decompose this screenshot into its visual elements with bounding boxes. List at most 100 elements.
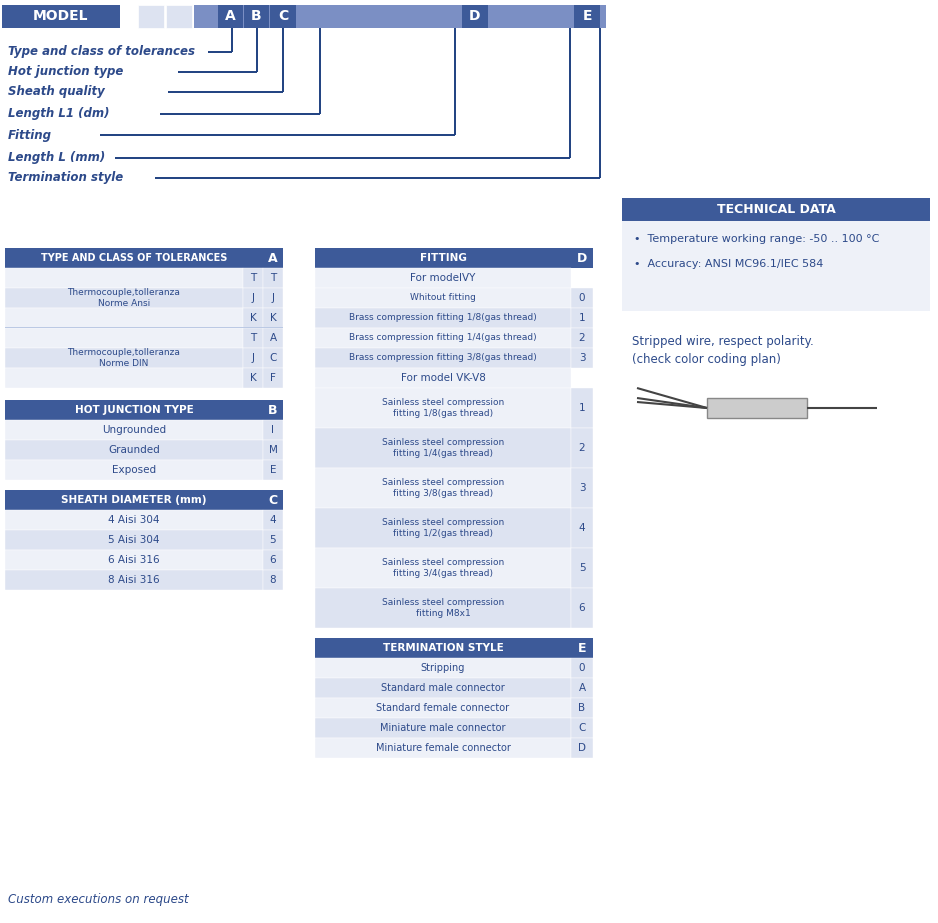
Bar: [263, 328, 283, 348]
Text: 1: 1: [579, 313, 585, 323]
Bar: [263, 490, 283, 510]
Text: For modelVY: For modelVY: [410, 273, 476, 283]
Text: C: C: [278, 9, 288, 23]
Text: 0: 0: [579, 663, 585, 673]
Text: 2: 2: [579, 443, 585, 453]
Text: Sainless steel compression
fitting M8x1: Sainless steel compression fitting M8x1: [382, 598, 504, 617]
Bar: [5, 328, 243, 348]
Text: 3: 3: [579, 353, 585, 363]
Text: Miniature male connector: Miniature male connector: [380, 723, 506, 733]
Text: Standard male connector: Standard male connector: [381, 683, 505, 693]
Text: C: C: [579, 723, 585, 733]
Text: Stripping: Stripping: [421, 663, 465, 673]
Bar: [5, 530, 263, 550]
Bar: [571, 428, 593, 468]
Bar: [571, 638, 593, 658]
Text: Fitting: Fitting: [8, 128, 52, 141]
Text: B: B: [250, 9, 262, 23]
Bar: [571, 388, 593, 428]
Text: Graunded: Graunded: [108, 445, 159, 455]
Bar: [315, 268, 571, 288]
Text: 4: 4: [270, 515, 277, 525]
Text: F: F: [270, 373, 276, 383]
Bar: [315, 308, 571, 328]
Text: 4: 4: [579, 523, 585, 533]
Bar: [571, 328, 593, 348]
Bar: [571, 698, 593, 718]
Bar: [263, 550, 283, 570]
Text: TECHNICAL DATA: TECHNICAL DATA: [717, 203, 836, 216]
Bar: [297, 5, 461, 28]
Bar: [622, 221, 930, 311]
Bar: [263, 400, 283, 420]
Bar: [5, 510, 263, 530]
Bar: [571, 308, 593, 328]
Text: A: A: [269, 333, 277, 343]
Text: 1: 1: [579, 403, 585, 413]
Bar: [5, 400, 263, 420]
Bar: [5, 327, 283, 329]
Bar: [574, 5, 600, 28]
Text: Length L (mm): Length L (mm): [8, 151, 105, 164]
Text: E: E: [578, 641, 586, 654]
Bar: [5, 288, 243, 308]
Bar: [5, 420, 263, 440]
Bar: [243, 328, 263, 348]
Text: TERMINATION STYLE: TERMINATION STYLE: [383, 643, 504, 653]
Bar: [263, 440, 283, 460]
Text: SHEATH DIAMETER (mm): SHEATH DIAMETER (mm): [61, 495, 206, 505]
Text: 2: 2: [579, 333, 585, 343]
Text: D: D: [577, 251, 587, 265]
Text: J: J: [251, 353, 254, 363]
Bar: [571, 588, 593, 628]
Bar: [315, 468, 571, 508]
Text: •  Temperature working range: -50 .. 100 °C: • Temperature working range: -50 .. 100 …: [634, 234, 879, 244]
Text: 6 Aisi 316: 6 Aisi 316: [108, 555, 159, 565]
Bar: [315, 588, 571, 628]
Bar: [263, 460, 283, 480]
Bar: [263, 288, 283, 308]
Bar: [5, 348, 243, 368]
Text: Sainless steel compression
fitting 3/4(gas thread): Sainless steel compression fitting 3/4(g…: [382, 558, 504, 578]
Text: Ungrounded: Ungrounded: [102, 425, 166, 435]
Text: Sainless steel compression
fitting 3/8(gas thread): Sainless steel compression fitting 3/8(g…: [382, 478, 504, 497]
Text: D: D: [578, 743, 586, 753]
Bar: [571, 678, 593, 698]
Bar: [263, 368, 283, 388]
Text: B: B: [268, 403, 278, 416]
Text: C: C: [268, 494, 278, 507]
Bar: [2, 5, 120, 28]
Text: Brass compression fitting 1/4(gas thread): Brass compression fitting 1/4(gas thread…: [349, 333, 537, 342]
Bar: [5, 248, 263, 268]
Bar: [315, 548, 571, 588]
Text: 0: 0: [579, 293, 585, 303]
Bar: [315, 698, 571, 718]
Text: 5: 5: [270, 535, 277, 545]
Bar: [315, 328, 571, 348]
Bar: [263, 348, 283, 368]
Bar: [571, 288, 593, 308]
Bar: [315, 678, 571, 698]
Bar: [315, 738, 571, 758]
Text: Brass compression fitting 3/8(gas thread): Brass compression fitting 3/8(gas thread…: [349, 354, 537, 363]
Bar: [263, 420, 283, 440]
Bar: [571, 348, 593, 368]
Bar: [315, 508, 571, 548]
Text: Thermocouple,tolleranza
Norme DIN: Thermocouple,tolleranza Norme DIN: [68, 348, 180, 367]
Text: Brass compression fitting 1/8(gas thread): Brass compression fitting 1/8(gas thread…: [349, 314, 537, 322]
Text: •  Accuracy: ANSI MC96.1/IEC 584: • Accuracy: ANSI MC96.1/IEC 584: [634, 259, 824, 269]
Text: C: C: [269, 353, 277, 363]
Text: K: K: [269, 313, 277, 323]
Bar: [5, 490, 263, 510]
Text: Custom executions on request: Custom executions on request: [8, 893, 189, 906]
Text: FITTING: FITTING: [419, 253, 466, 263]
Text: TYPE AND CLASS OF TOLERANCES: TYPE AND CLASS OF TOLERANCES: [41, 253, 227, 263]
Bar: [5, 550, 263, 570]
Text: J: J: [251, 293, 254, 303]
Text: 5 Aisi 304: 5 Aisi 304: [108, 535, 159, 545]
Text: 6: 6: [270, 555, 277, 565]
Text: Sainless steel compression
fitting 1/2(gas thread): Sainless steel compression fitting 1/2(g…: [382, 519, 504, 538]
Text: MODEL: MODEL: [32, 9, 88, 23]
Bar: [5, 440, 263, 460]
Bar: [5, 308, 243, 328]
